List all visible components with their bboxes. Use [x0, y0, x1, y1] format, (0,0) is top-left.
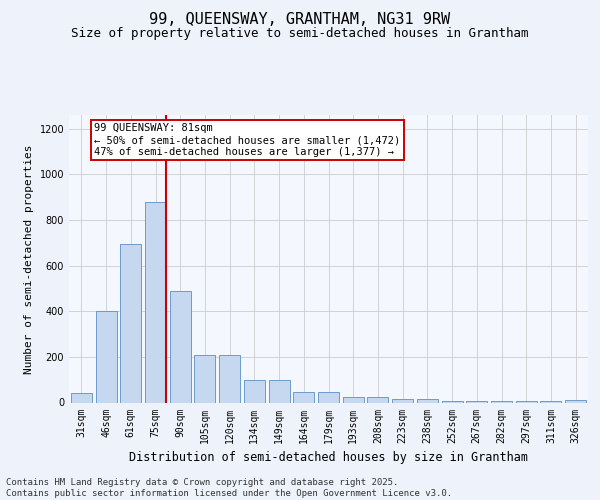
Bar: [367, 397, 388, 402]
Text: 99 QUEENSWAY: 81sqm
← 50% of semi-detached houses are smaller (1,472)
47% of sem: 99 QUEENSWAY: 81sqm ← 50% of semi-detach…: [94, 124, 400, 156]
Bar: [95, 311, 116, 402]
Bar: [392, 399, 413, 402]
Bar: [244, 380, 265, 402]
Text: Size of property relative to semi-detached houses in Grantham: Size of property relative to semi-detach…: [71, 28, 529, 40]
Bar: [293, 392, 314, 402]
Bar: [343, 397, 364, 402]
Bar: [194, 354, 215, 403]
Bar: [71, 394, 92, 402]
Bar: [219, 354, 240, 403]
Bar: [417, 399, 438, 402]
X-axis label: Distribution of semi-detached houses by size in Grantham: Distribution of semi-detached houses by …: [129, 451, 528, 464]
Bar: [269, 380, 290, 402]
Bar: [145, 202, 166, 402]
Bar: [120, 244, 141, 402]
Text: Contains HM Land Registry data © Crown copyright and database right 2025.
Contai: Contains HM Land Registry data © Crown c…: [6, 478, 452, 498]
Text: 99, QUEENSWAY, GRANTHAM, NG31 9RW: 99, QUEENSWAY, GRANTHAM, NG31 9RW: [149, 12, 451, 28]
Bar: [565, 400, 586, 402]
Bar: [318, 392, 339, 402]
Y-axis label: Number of semi-detached properties: Number of semi-detached properties: [24, 144, 34, 374]
Bar: [170, 290, 191, 403]
